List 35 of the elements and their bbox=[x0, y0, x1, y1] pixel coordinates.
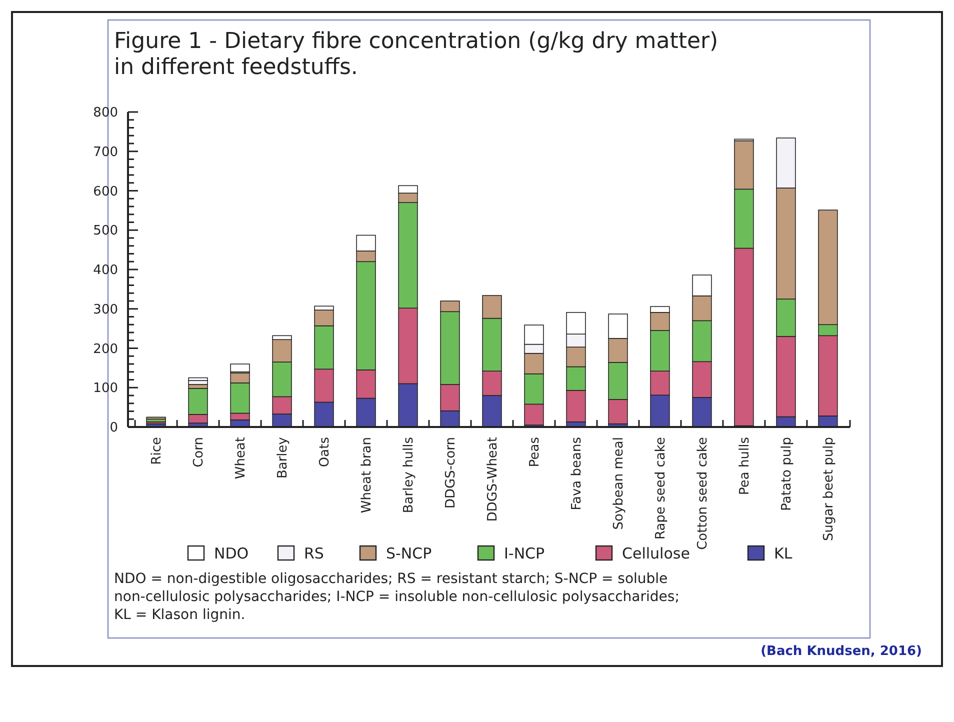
y-tick-label: 600 bbox=[93, 184, 118, 200]
text: (Bach Knudsen, 2016) bbox=[760, 644, 922, 659]
x-tick-label: Rape seed cake bbox=[654, 437, 669, 540]
x-tick-label: Barley hulls bbox=[402, 436, 417, 514]
legend-label: KL bbox=[774, 544, 793, 562]
y-tick-label: 800 bbox=[93, 106, 118, 121]
x-tick-label: Cotton seed cake bbox=[696, 437, 711, 550]
x-tick-label: Sugar beet pulp bbox=[822, 437, 837, 542]
y-tick-label: 100 bbox=[93, 381, 118, 396]
chart-title: Figure 1 - Dietary fibre concentration (g/kg dry matter) in different feedstuffs. bbox=[114, 29, 718, 80]
x-tick-label: Patato pulp bbox=[780, 437, 795, 511]
y-tick-label: 400 bbox=[93, 263, 118, 278]
y-tick-label: 0 bbox=[110, 420, 118, 436]
x-tick-label: Corn bbox=[192, 437, 207, 468]
legend-label: I-NCP bbox=[504, 544, 545, 562]
y-tick-label: 500 bbox=[93, 224, 118, 239]
y-tick-label: 200 bbox=[93, 342, 118, 357]
x-tick-label: Pea hulls bbox=[738, 436, 753, 495]
x-tick-label: Fava beans bbox=[570, 436, 585, 510]
x-tick-label: Wheat bbox=[234, 437, 249, 480]
y-tick-label: 700 bbox=[93, 144, 118, 160]
x-tick-label: Wheat bran bbox=[360, 437, 375, 514]
x-tick-label: Rice bbox=[150, 437, 165, 465]
x-tick-label: Oats bbox=[318, 436, 333, 468]
text: NDO = non-digestible oligosaccharides; RS = resistant starch; S-NCP = soluble non-cellulosic polysaccharides; I-NCP = insoluble non-cellulosic polysaccharides; KL = Klason lignin. bbox=[114, 571, 680, 623]
x-tick-label: DDGS-Wheat bbox=[486, 437, 501, 522]
legend-label: S-NCP bbox=[386, 544, 432, 562]
legend-label: NDO bbox=[214, 544, 249, 562]
x-tick-label: Soybean meal bbox=[612, 437, 627, 530]
x-tick-label: Barley bbox=[276, 436, 291, 479]
y-tick-label: 300 bbox=[93, 302, 118, 318]
legend-label: Cellulose bbox=[622, 544, 690, 562]
legend-label: RS bbox=[304, 544, 324, 562]
x-tick-label: Peas bbox=[528, 436, 543, 468]
x-tick-label: DDGS-corn bbox=[444, 437, 459, 508]
